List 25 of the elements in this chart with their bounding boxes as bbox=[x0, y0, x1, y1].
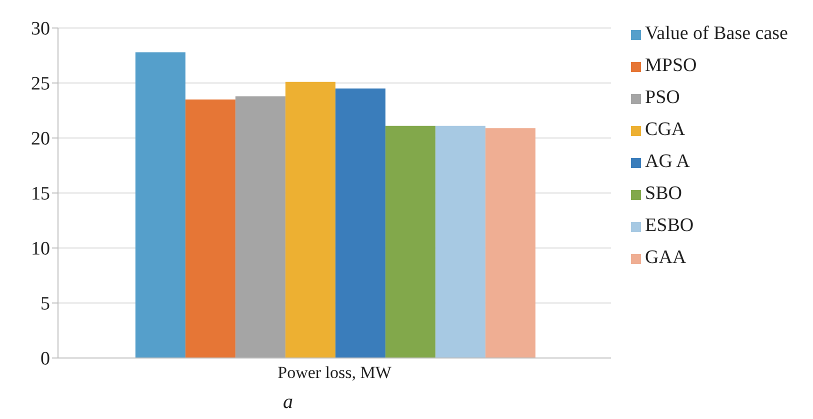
legend-label: GAA bbox=[645, 247, 686, 268]
y-tick-label: 10 bbox=[31, 238, 50, 260]
bar bbox=[285, 82, 336, 358]
bar bbox=[435, 126, 486, 358]
bar bbox=[385, 126, 436, 358]
y-tick-label: 15 bbox=[31, 184, 50, 205]
bar bbox=[485, 128, 536, 358]
legend-label: CGA bbox=[645, 119, 686, 140]
bar bbox=[185, 100, 236, 358]
bar bbox=[235, 96, 286, 358]
legend-label: Value of Base case bbox=[645, 23, 788, 44]
legend-label: ESBO bbox=[645, 215, 694, 236]
y-tick-label: 30 bbox=[31, 18, 50, 40]
bar bbox=[135, 52, 186, 358]
x-tick-label: Power loss, MW bbox=[278, 363, 392, 382]
legend-label: SBO bbox=[645, 183, 682, 204]
y-tick-label: 5 bbox=[40, 294, 50, 315]
bar bbox=[335, 88, 386, 358]
text: a bbox=[282, 391, 294, 414]
legend-label: MPSO bbox=[645, 55, 697, 76]
legend-label: PSO bbox=[645, 87, 680, 108]
legend-label: AG A bbox=[645, 151, 690, 172]
y-tick-label: 0 bbox=[40, 348, 50, 370]
y-tick-label: 20 bbox=[31, 128, 50, 150]
y-tick-label: 25 bbox=[31, 74, 50, 95]
